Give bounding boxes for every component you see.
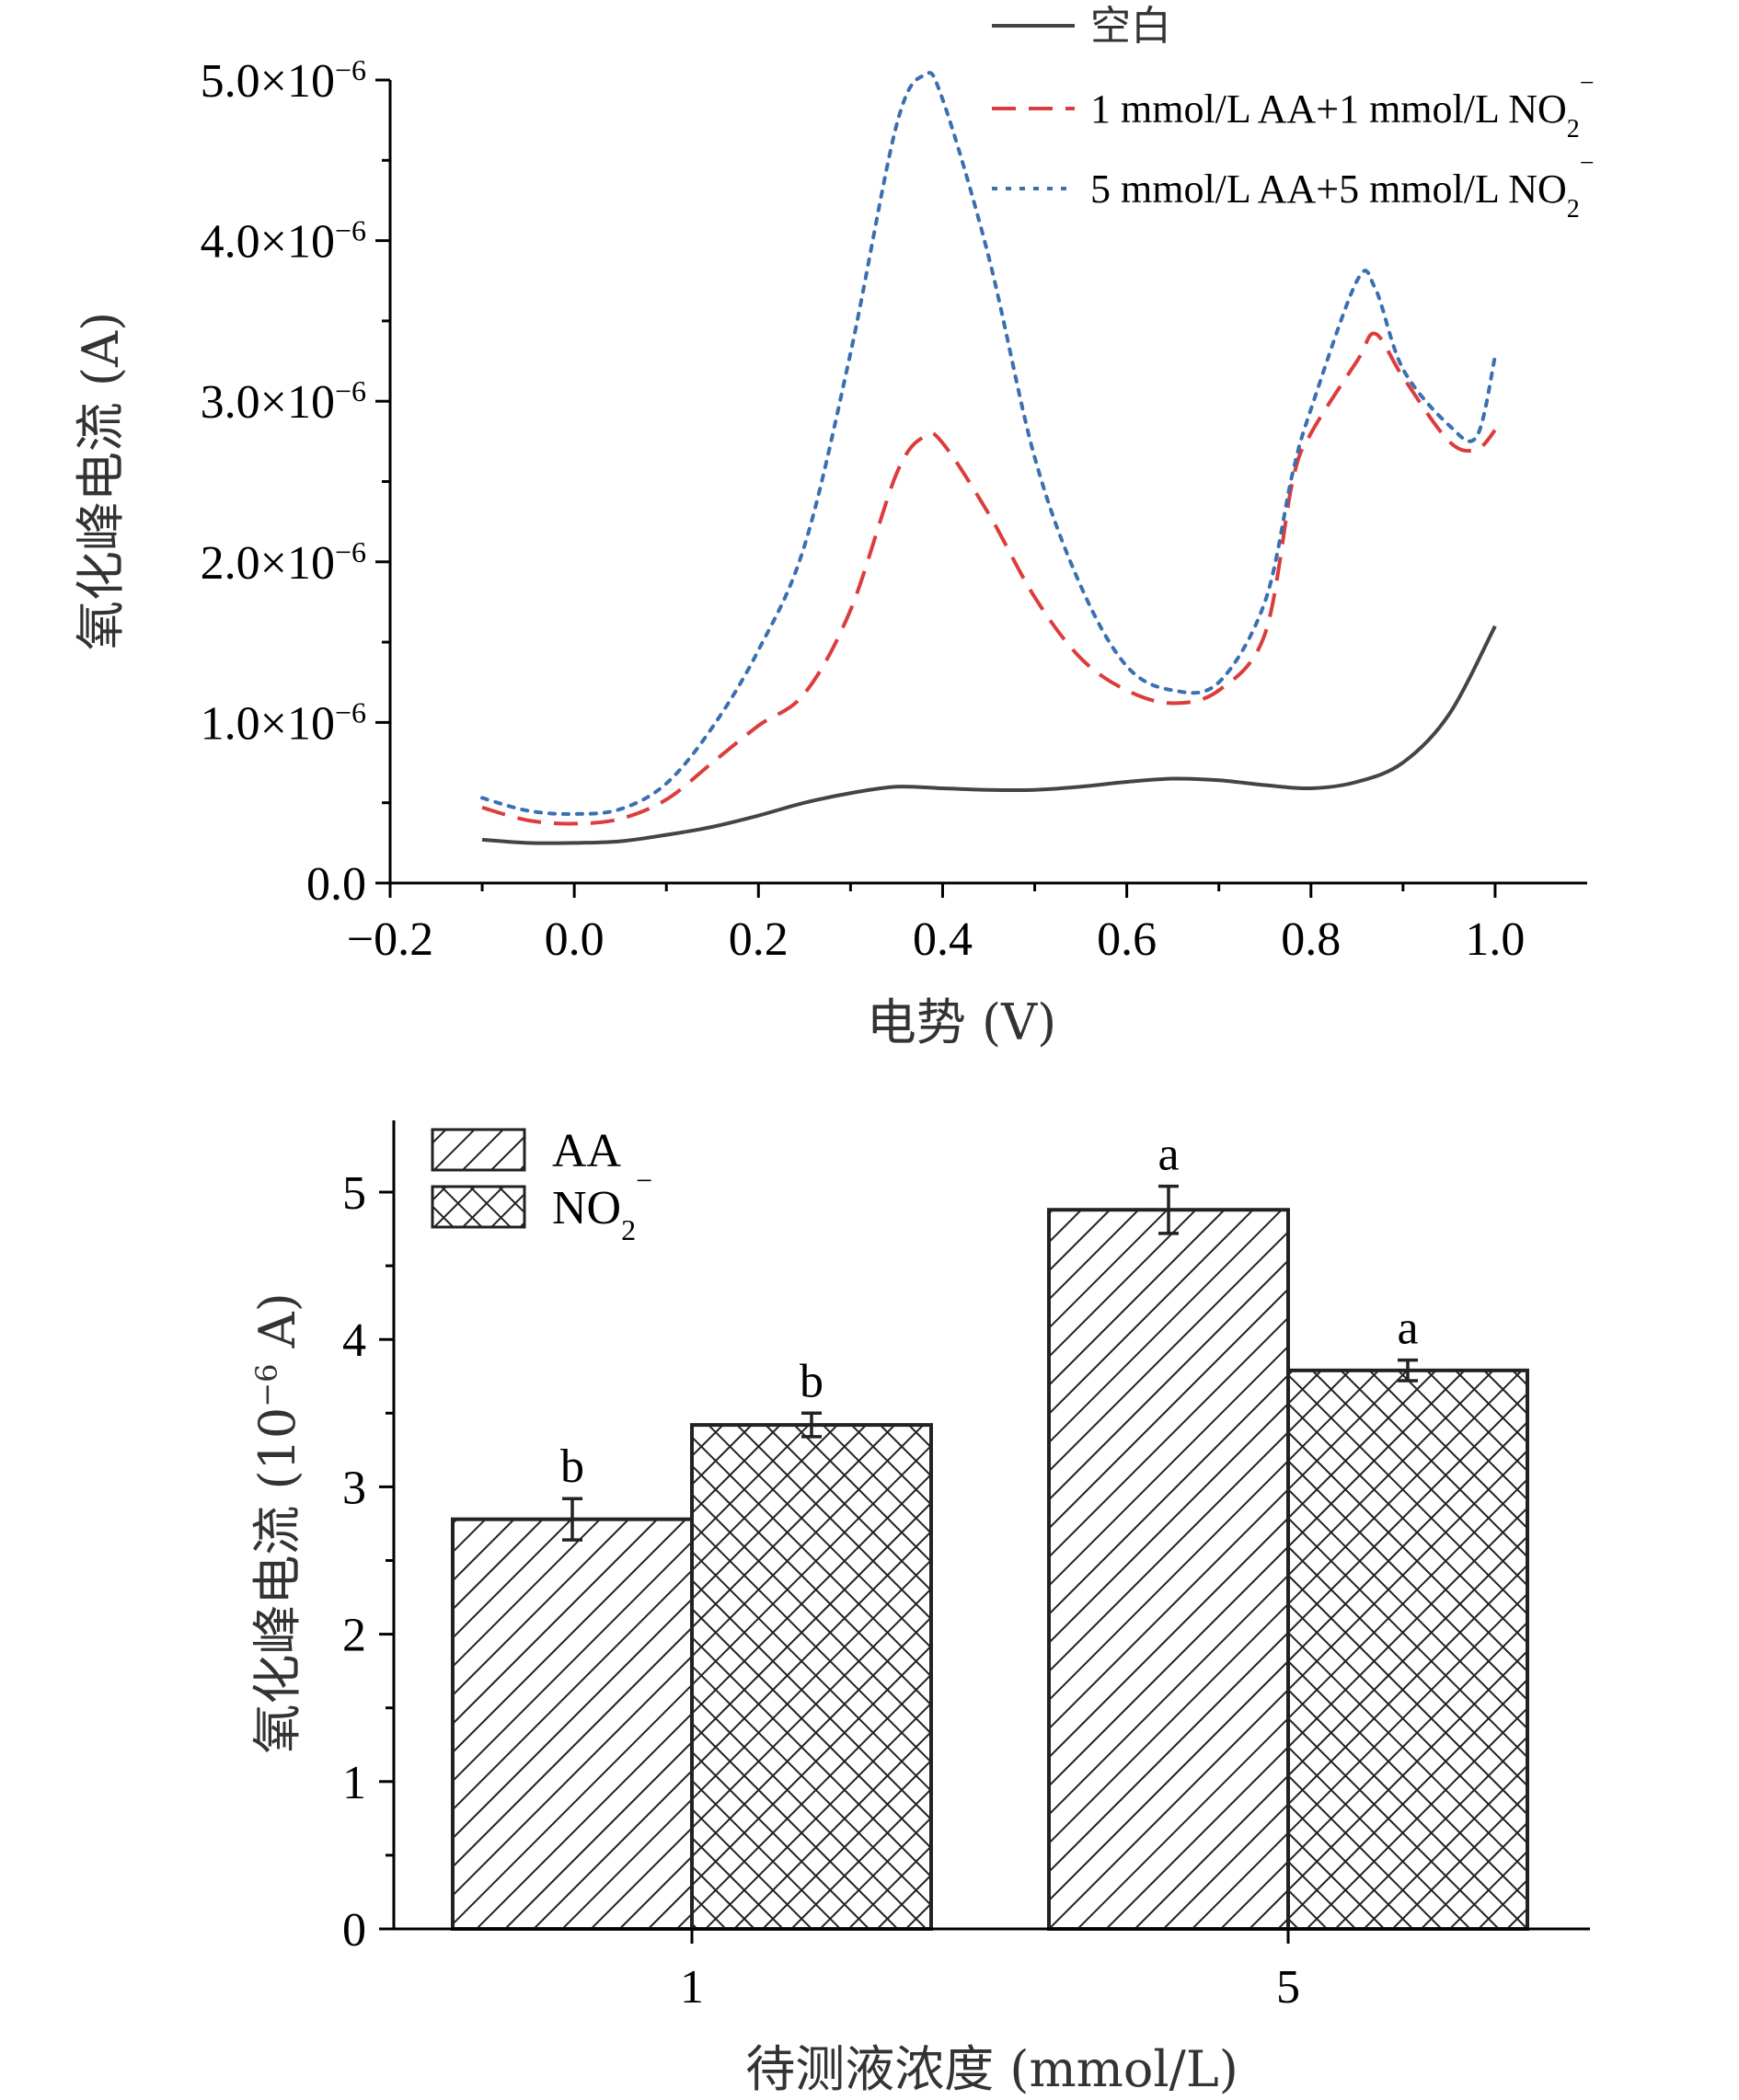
legend-swatch-0 xyxy=(431,1128,526,1172)
legend-label-main: NO xyxy=(552,1182,621,1234)
bar-NO2-5 xyxy=(1286,1368,1529,1932)
y-tick-mantissa: 4.0×10 xyxy=(201,216,335,269)
x-tick-label: −0.2 xyxy=(347,913,433,966)
legend-swatch-1 xyxy=(431,1185,526,1229)
line-chart-x-title: 电势 (V) xyxy=(867,993,1056,1051)
y-tick-exponent: −6 xyxy=(335,535,366,568)
line-chart-ticks: −0.2 0.0 0.2 0.4 0.6 0.8 1.00.01.0×10−62.0×10−… xyxy=(201,53,1526,966)
legend-label-sup: − xyxy=(1580,149,1595,178)
bar-AA-1 xyxy=(451,1517,694,1932)
bar-chart-bars: b b a a xyxy=(451,1129,1529,1932)
significance-letter: a xyxy=(1397,1302,1418,1355)
x-tick-label: 0.0 xyxy=(545,913,605,966)
y-tick-label: 2 xyxy=(342,1610,366,1662)
legend-label-main: 5 mmol/L AA+5 mmol/L NO xyxy=(1090,166,1567,212)
significance-letter: a xyxy=(1157,1129,1179,1181)
y-tick-exponent: −6 xyxy=(335,214,366,247)
bar-chart-x-title: 待测液浓度 (mmol/L) xyxy=(745,2040,1238,2098)
y-tick-label: 4 xyxy=(342,1314,366,1367)
y-tick-label: 3.0×10−6 xyxy=(201,374,366,429)
bar-chart-y-title-main: 氧化峰电流 (10 xyxy=(248,1407,306,1754)
x-tick-label: 1.0 xyxy=(1465,913,1525,966)
significance-letter: b xyxy=(560,1440,584,1493)
bar-chart-y-title-sup: −6 xyxy=(249,1364,284,1407)
significance-letter: b xyxy=(800,1355,823,1407)
legend-label-main: 空白 xyxy=(1090,3,1171,50)
x-tick-label: 0.8 xyxy=(1281,913,1341,966)
y-tick-label: 2.0×10−6 xyxy=(201,535,366,590)
line-chart-legend: 空白1 mmol/L AA+1 mmol/L NO2−5 mmol/L AA+5… xyxy=(992,3,1595,224)
bar-chart-ticks: 0 1 2 3 4 5 1 5 xyxy=(342,1167,1300,2014)
legend-label-main: AA xyxy=(552,1125,622,1177)
y-tick-mantissa: 1.0×10 xyxy=(201,697,335,750)
legend-label-sub: 2 xyxy=(621,1213,636,1246)
y-tick-exponent: −6 xyxy=(335,53,366,86)
x-tick-label: 5 xyxy=(1276,1961,1300,2014)
y-tick-label: 3 xyxy=(342,1462,366,1514)
legend-label-2: 5 mmol/L AA+5 mmol/L NO2− xyxy=(1090,149,1595,224)
legend-label-sub: 2 xyxy=(1567,195,1580,224)
legend-label-sup: − xyxy=(1580,69,1595,98)
series-line-0 xyxy=(481,625,1497,845)
legend-label-0: 空白 xyxy=(1090,3,1171,50)
y-tick-exponent: −6 xyxy=(335,695,366,729)
x-tick-label: 0.2 xyxy=(729,913,789,966)
y-tick-label: 1 xyxy=(342,1757,366,1809)
y-tick-mantissa: 5.0×10 xyxy=(201,55,335,108)
legend-label-sup: − xyxy=(636,1164,652,1197)
legend-label-0: AA xyxy=(552,1125,622,1177)
x-tick-label: 0.6 xyxy=(1097,913,1157,966)
y-tick-label: 0 xyxy=(342,1904,366,1957)
y-tick-label: 4.0×10−6 xyxy=(201,214,366,269)
x-tick-label: 1 xyxy=(680,1961,704,2014)
y-tick-mantissa: 2.0×10 xyxy=(201,537,335,590)
legend-label-1: 1 mmol/L AA+1 mmol/L NO2− xyxy=(1090,69,1595,143)
line-chart: −0.2 0.0 0.2 0.4 0.6 0.8 1.00.01.0×10−62.0×10−… xyxy=(72,3,1595,1051)
y-tick-mantissa: 0.0 xyxy=(306,858,366,911)
y-tick-exponent: −6 xyxy=(335,374,366,407)
y-tick-label: 0.0 xyxy=(306,858,366,911)
legend-label-main: 1 mmol/L AA+1 mmol/L NO xyxy=(1090,86,1567,132)
line-chart-y-title: 氧化峰电流 (A) xyxy=(72,312,130,650)
y-tick-mantissa: 3.0×10 xyxy=(201,376,335,429)
x-tick-label: 0.4 xyxy=(913,913,973,966)
bar-AA-5 xyxy=(1047,1208,1290,1931)
line-chart-series xyxy=(480,71,1497,845)
y-tick-label: 5 xyxy=(342,1167,366,1220)
y-tick-label: 5.0×10−6 xyxy=(201,53,366,108)
series-line-2 xyxy=(480,71,1497,816)
bar-chart-y-title-tail: A) xyxy=(248,1292,306,1363)
bar-chart-y-title: 氧化峰电流 (10−6 A) xyxy=(248,1292,306,1753)
bar-NO2-1 xyxy=(690,1423,933,1931)
y-tick-label: 1.0×10−6 xyxy=(201,695,366,750)
series-line-1 xyxy=(481,331,1497,826)
legend-label-1: NO2− xyxy=(552,1164,652,1246)
bar-chart-axes xyxy=(392,1120,1590,1931)
legend-label-sub: 2 xyxy=(1567,115,1580,143)
